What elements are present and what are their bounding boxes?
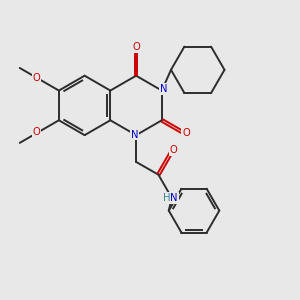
Text: N: N — [131, 130, 138, 140]
Text: O: O — [182, 128, 190, 138]
Text: O: O — [32, 128, 40, 137]
Text: N: N — [160, 84, 167, 94]
Text: N: N — [170, 193, 178, 203]
Text: O: O — [32, 74, 40, 83]
Text: O: O — [132, 42, 140, 52]
Text: O: O — [170, 145, 177, 155]
Text: H: H — [163, 193, 171, 203]
